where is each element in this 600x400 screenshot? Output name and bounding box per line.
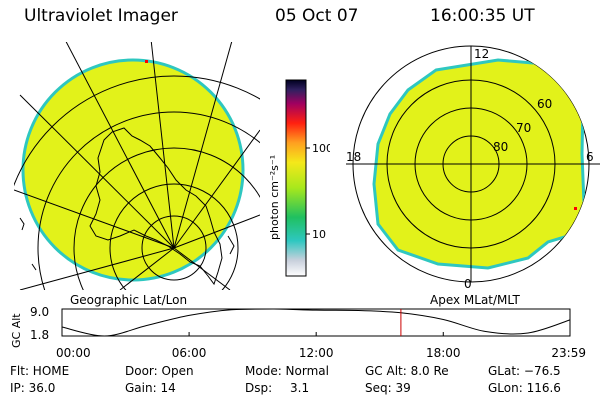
orbit-xtick-label: 23:59 xyxy=(551,346,586,360)
geo-lat-circle xyxy=(109,183,239,290)
date-label: 05 Oct 07 xyxy=(275,6,359,26)
info-mode: Mode: Normal xyxy=(245,364,329,378)
geo-coastline xyxy=(31,263,37,271)
orbit-plot-frame xyxy=(61,308,571,337)
geo-meridian xyxy=(150,42,175,249)
orbit-altitude-curve xyxy=(61,308,571,337)
info-flt: Flt: HOME xyxy=(10,364,70,378)
mlt-label-0: 0 xyxy=(464,277,472,290)
geo-meridian xyxy=(173,214,260,249)
mlat-label-80: 80 xyxy=(493,140,508,154)
colorbar: 100 10 photon cm⁻²s⁻¹ xyxy=(268,79,330,277)
apex-polar-plot: 12 18 6 0 60 70 80 xyxy=(346,45,600,290)
orbit-xtick-label: 18:00 xyxy=(426,346,461,360)
colorbar-scale xyxy=(285,79,307,277)
info-gain: Gain: 14 xyxy=(125,381,176,395)
position-marker xyxy=(145,60,148,63)
geo-panel-label: Geographic Lat/Lon xyxy=(70,293,188,307)
info-ip: IP: 36.0 xyxy=(10,381,56,395)
geo-lat-circle xyxy=(73,147,260,290)
geo-meridian xyxy=(173,42,233,249)
geo-lat-circle xyxy=(141,215,207,281)
mlt-label-6: 6 xyxy=(586,150,594,164)
info-dsp-label: Dsp: xyxy=(245,381,273,395)
colorbar-label: photon cm⁻²s⁻¹ xyxy=(268,155,281,240)
info-glat: GLat: −76.5 xyxy=(488,364,561,378)
time-label: 16:00:35 UT xyxy=(430,6,535,26)
orbit-xtick-label: 06:00 xyxy=(172,346,207,360)
info-door: Door: Open xyxy=(125,364,194,378)
geo-meridian xyxy=(119,247,175,290)
orbit-ytick-min: 1.8 xyxy=(30,328,49,342)
geo-meridian xyxy=(173,129,260,249)
mlt-label-18: 18 xyxy=(346,150,361,164)
colorbar-tick-10: 10 xyxy=(312,228,326,241)
geo-meridian xyxy=(65,42,175,249)
apex-position-marker xyxy=(574,207,577,210)
mlat-label-60: 60 xyxy=(537,97,552,111)
geo-lat-circle xyxy=(14,75,260,187)
geo-lat-circle xyxy=(37,111,260,290)
geo-meridian xyxy=(19,94,175,249)
info-dsp-value: 3.1 xyxy=(290,381,310,395)
geo-coastline xyxy=(89,127,223,286)
orbit-axis-label: GC Alt xyxy=(10,313,23,348)
orbit-xtick-label: 12:00 xyxy=(299,346,334,360)
geographic-map xyxy=(14,42,260,290)
geo-meridian xyxy=(19,247,175,290)
instrument-title: Ultraviolet Imager xyxy=(24,6,178,26)
orbit-ytick-max: 9.0 xyxy=(30,305,49,319)
orbit-altitude-plot: GC Alt 9.0 1.8 00:00 06:00 12:00 18:00 23:59 xyxy=(10,305,586,360)
info-gc-alt: GC Alt: 8.0 Re xyxy=(365,364,449,378)
info-glon: GLon: 116.6 xyxy=(488,381,561,395)
orbit-xtick-label: 00:00 xyxy=(56,346,91,360)
mlt-label-12: 12 xyxy=(474,47,489,61)
geo-coastline xyxy=(227,235,235,255)
colorbar-tick-100: 100 xyxy=(312,142,330,155)
mlat-label-70: 70 xyxy=(516,121,531,135)
info-seq: Seq: 39 xyxy=(365,381,411,395)
apex-panel-label: Apex MLat/MLT xyxy=(430,293,520,307)
geo-coastline xyxy=(19,217,25,231)
